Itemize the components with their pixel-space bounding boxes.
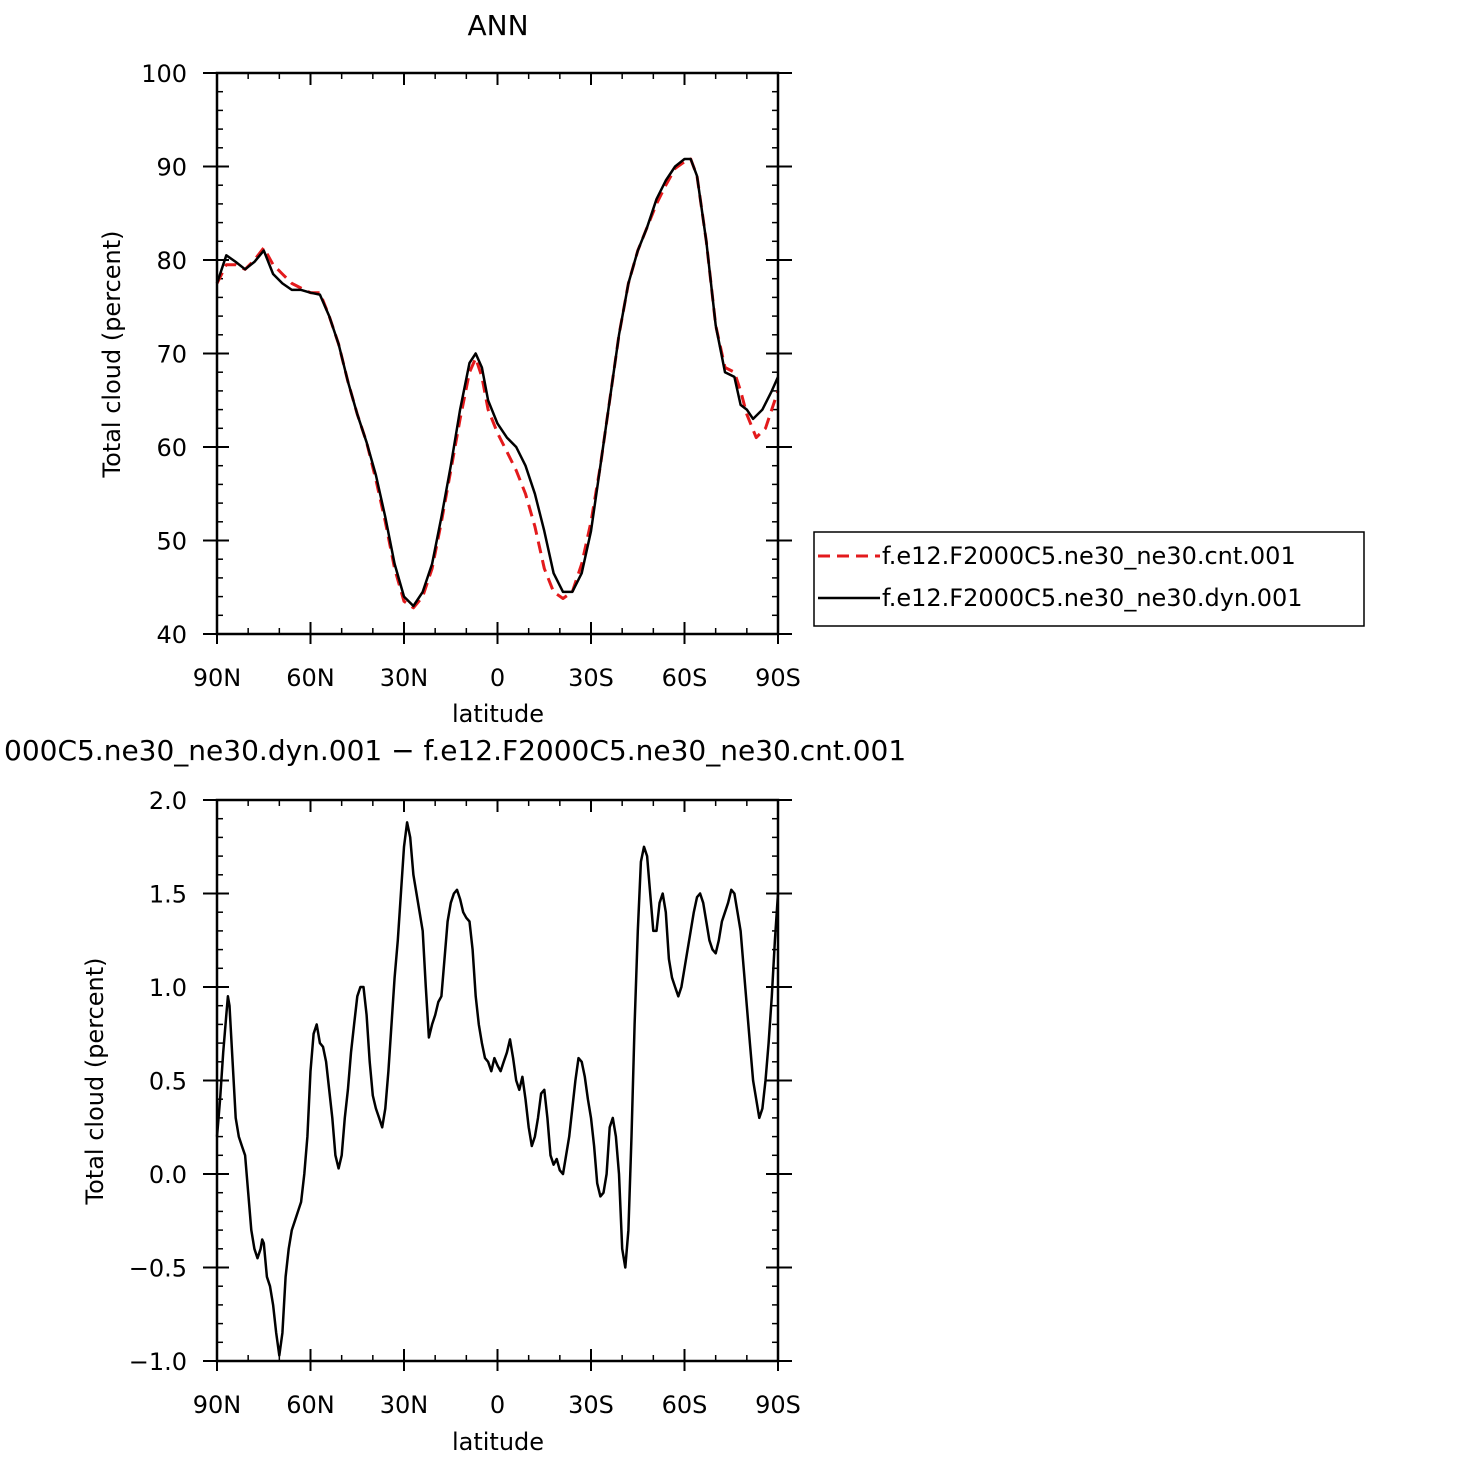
bottom-series-line-0 [215, 821, 780, 1357]
bottom-y-tick-label: 1.5 [149, 881, 187, 909]
bottom-plot-frame [215, 798, 780, 1363]
legend-box [813, 531, 1365, 627]
top-plot-title: ANN [467, 9, 528, 42]
top-y-tick-label: 70 [156, 341, 187, 369]
top-x-tick-label: 30S [568, 664, 614, 692]
top-y-tick-label: 90 [156, 154, 187, 182]
top-axis-ticks: 90N 60N 30N 0 30S 60S 90S 40 50 60 70 80 90 100 [141, 60, 801, 692]
top-series-line-0 [215, 157, 780, 610]
top-x-tick-label: 90S [755, 664, 801, 692]
legend-label-cnt: f.e12.F2000C5.ne30_ne30.cnt.001 [882, 542, 1296, 570]
bottom-series-lines [215, 821, 780, 1357]
legend: f.e12.F2000C5.ne30_ne30.cnt.001 f.e12.F2… [813, 531, 1365, 627]
bottom-x-tick-label: 90N [193, 1391, 242, 1419]
bottom-panel: 000C5.ne30_ne30.dyn.001 − f.e12.F2000C5.… [4, 734, 906, 1456]
bottom-x-tick-label: 30N [380, 1391, 429, 1419]
bottom-plot-title: 000C5.ne30_ne30.dyn.001 − f.e12.F2000C5.… [4, 734, 906, 767]
bottom-y-tick-label: 2.0 [149, 787, 187, 815]
top-x-tick-label: 0 [490, 664, 505, 692]
top-y-tick-label: 100 [141, 60, 187, 88]
top-y-axis-title: Total cloud (percent) [98, 231, 126, 479]
legend-label-dyn: f.e12.F2000C5.ne30_ne30.dyn.001 [882, 584, 1303, 612]
bottom-x-tick-label: 30S [568, 1391, 614, 1419]
top-panel: ANN 90N 60N 30N 0 30S 60S 90S 40 50 60 70 80 90 100 l… [98, 9, 1365, 728]
bottom-y-tick-label: −0.5 [129, 1255, 187, 1283]
top-x-tick-label: 90N [193, 664, 242, 692]
top-y-tick-label: 80 [156, 247, 187, 275]
top-y-tick-label: 40 [156, 621, 187, 649]
bottom-x-tick-label: 60N [286, 1391, 335, 1419]
bottom-x-tick-label: 60S [662, 1391, 708, 1419]
top-x-tick-label: 60S [662, 664, 708, 692]
bottom-y-tick-label: 1.0 [149, 974, 187, 1002]
top-series-line-1 [215, 157, 780, 608]
top-plot-frame [215, 71, 780, 636]
top-x-tick-label: 60N [286, 664, 335, 692]
top-y-tick-label: 50 [156, 528, 187, 556]
bottom-x-tick-label: 0 [490, 1391, 505, 1419]
bottom-y-tick-label: 0.0 [149, 1161, 187, 1189]
top-x-tick-label: 30N [380, 664, 429, 692]
bottom-axis-ticks: 90N 60N 30N 0 30S 60S 90S −1.0 −0.5 0.0 0.5 1.0 1.5 2… [129, 787, 801, 1419]
top-series-lines [215, 157, 780, 610]
bottom-x-tick-label: 90S [755, 1391, 801, 1419]
top-y-tick-label: 60 [156, 434, 187, 462]
bottom-y-axis-title: Total cloud (percent) [81, 958, 109, 1206]
bottom-y-tick-label: 0.5 [149, 1068, 187, 1096]
bottom-y-tick-label: −1.0 [129, 1348, 187, 1376]
bottom-x-axis-title: latitude [452, 1428, 544, 1456]
top-x-axis-title: latitude [452, 700, 544, 728]
